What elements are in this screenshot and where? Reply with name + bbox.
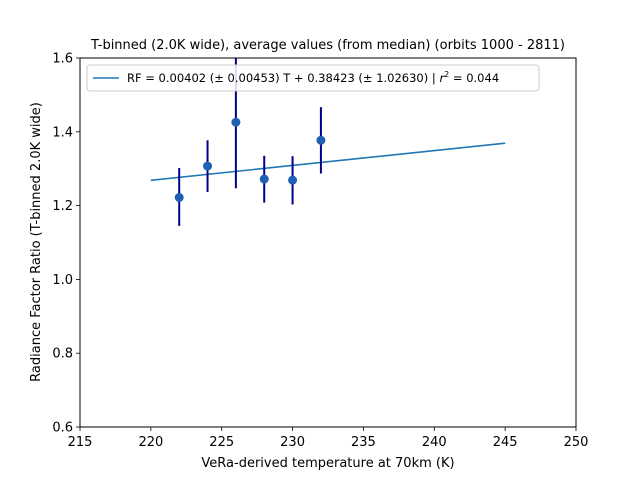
y-tick-label: 1.2 [52,199,73,214]
x-tick-label: 225 [209,435,234,450]
fit-line [150,142,506,182]
y-axis: 0.6 0.8 1.0 1.2 1.4 1.6 [52,52,80,436]
legend-entry-fit: RF = 0.00402 (± 0.00453) T + 0.38423 (± … [127,70,499,85]
x-axis-label: VeRa-derived temperature at 70km (K) [201,456,454,471]
y-tick-label: 1.0 [52,273,73,288]
data-point [231,117,241,127]
y-tick-label: 1.4 [52,125,73,140]
legend-r2-value: = 0.044 [449,71,499,85]
data-point [259,174,269,184]
x-tick-label: 220 [138,435,163,450]
chart-title: T-binned (2.0K wide), average values (fr… [90,38,565,53]
data-point [288,175,298,185]
x-tick-label: 235 [351,435,376,450]
y-tick-label: 0.6 [52,421,73,436]
y-axis-label: Radiance Factor Ratio (T-binned 2.0K wid… [29,102,44,382]
legend-r2-exponent: 2 [444,70,449,79]
y-tick-label: 1.6 [52,52,73,67]
y-tick-label: 0.8 [52,347,73,362]
data-point [203,161,213,171]
x-tick-label: 215 [68,435,93,450]
legend: RF = 0.00402 (± 0.00453) T + 0.38423 (± … [86,64,540,92]
data-point [316,135,326,145]
x-tick-label: 250 [564,435,589,450]
x-axis: 215 220 225 230 235 240 245 250 [68,427,589,450]
x-tick-label: 240 [422,435,447,450]
legend-box [86,64,540,92]
data-point [174,192,184,202]
x-tick-label: 230 [280,435,305,450]
legend-fit-text: RF = 0.00402 (± 0.00453) T + 0.38423 (± … [127,71,439,85]
x-tick-label: 245 [493,435,518,450]
legend-r2-symbol: r [439,71,445,85]
plot-frame [79,57,577,428]
